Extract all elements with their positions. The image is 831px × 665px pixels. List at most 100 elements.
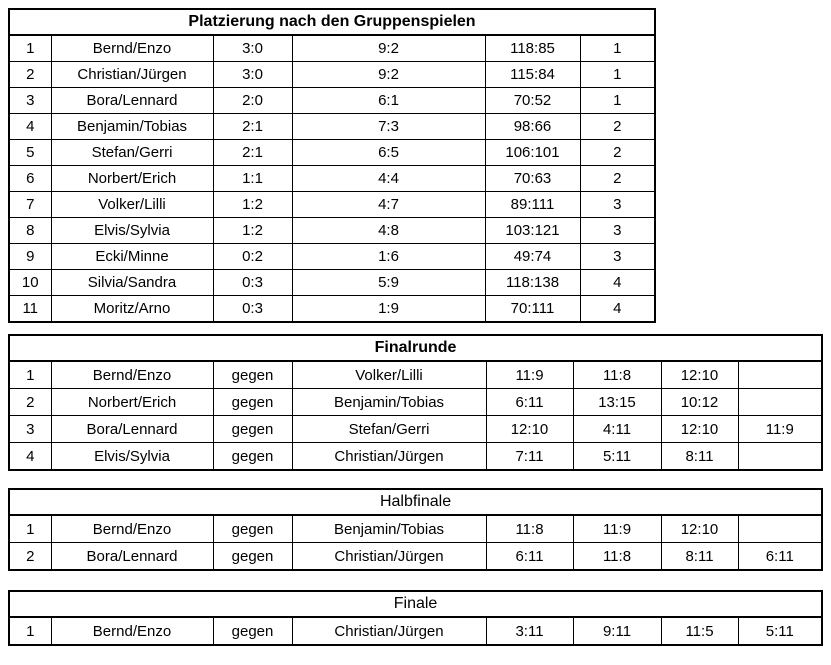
cell-set3: 8:11 — [660, 442, 739, 471]
table-row: 2 Bora/Lennard gegen Christian/Jürgen 6:11 11… — [8, 542, 823, 571]
cell-set-record: 6:1 — [291, 87, 486, 114]
table-row: 9 Ecki/Minne 0:2 1:6 49:74 3 — [8, 243, 656, 270]
cell-points: 49:74 — [484, 243, 581, 270]
cell-versus: gegen — [212, 514, 293, 543]
cell-team2: Christian/Jürgen — [291, 442, 487, 471]
cell-versus: gegen — [212, 442, 293, 471]
table-row: 1 Bernd/Enzo gegen Benjamin/Tobias 11:8 11:9 1… — [8, 514, 823, 543]
cell-team2: Benjamin/Tobias — [291, 514, 487, 543]
cell-team1: Bernd/Enzo — [50, 360, 214, 389]
cell-set1: 7:11 — [485, 442, 574, 471]
cell-match-record: 0:3 — [212, 269, 293, 296]
cell-rank: 3 — [8, 415, 52, 443]
cell-points: 98:66 — [484, 113, 581, 140]
cell-set3: 8:11 — [660, 542, 739, 571]
cell-points: 118:85 — [484, 34, 581, 62]
cell-set3: 12:10 — [660, 360, 739, 389]
cell-rank: 6 — [8, 165, 52, 192]
cell-set4: 6:11 — [737, 542, 823, 571]
cell-team: Ecki/Minne — [50, 243, 214, 270]
table-row: 8 Elvis/Sylvia 1:2 4:8 103:121 3 — [8, 217, 656, 244]
cell-set3: 12:10 — [660, 514, 739, 543]
cell-set1: 12:10 — [485, 415, 574, 443]
cell-team: Christian/Jürgen — [50, 61, 214, 88]
cell-rank: 11 — [8, 295, 52, 323]
cell-set2: 11:8 — [572, 360, 662, 389]
cell-team2: Stefan/Gerri — [291, 415, 487, 443]
cell-rank: 8 — [8, 217, 52, 244]
cell-team: Moritz/Arno — [50, 295, 214, 323]
cell-set1: 3:11 — [485, 616, 574, 646]
cell-set1: 6:11 — [485, 388, 574, 416]
cell-team2: Volker/Lilli — [291, 360, 487, 389]
cell-rank: 5 — [8, 139, 52, 166]
cell-points: 115:84 — [484, 61, 581, 88]
cell-set4: 5:11 — [737, 616, 823, 646]
cell-rank: 4 — [8, 113, 52, 140]
cell-points: 89:111 — [484, 191, 581, 218]
halbfinale-title: Halbfinale — [8, 488, 823, 516]
cell-set-record: 7:3 — [291, 113, 486, 140]
cell-points: 70:52 — [484, 87, 581, 114]
table-halbfinale: Halbfinale 1 Bernd/Enzo gegen Benjamin/Tobia… — [8, 488, 824, 571]
cell-set-record: 4:8 — [291, 217, 486, 244]
table-row: 3 Bora/Lennard gegen Stefan/Gerri 12:10 4:11 1… — [8, 415, 823, 443]
table-row: 5 Stefan/Gerri 2:1 6:5 106:101 2 — [8, 139, 656, 166]
cell-set2: 13:15 — [572, 388, 662, 416]
cell-team1: Bora/Lennard — [50, 542, 214, 571]
cell-group: 1 — [579, 87, 656, 114]
cell-set2: 9:11 — [572, 616, 662, 646]
table-row: 2 Christian/Jürgen 3:0 9:2 115:84 1 — [8, 61, 656, 88]
cell-versus: gegen — [212, 415, 293, 443]
cell-set-record: 9:2 — [291, 34, 486, 62]
cell-match-record: 1:2 — [212, 217, 293, 244]
cell-group: 4 — [579, 295, 656, 323]
cell-rank: 1 — [8, 360, 52, 389]
table-row: 1 Bernd/Enzo gegen Volker/Lilli 11:9 11:8 12:1… — [8, 360, 823, 389]
table-row: 3 Bora/Lennard 2:0 6:1 70:52 1 — [8, 87, 656, 114]
cell-set-record: 9:2 — [291, 61, 486, 88]
table-title-row: Finale — [8, 590, 823, 618]
cell-team: Norbert/Erich — [50, 165, 214, 192]
cell-team: Bora/Lennard — [50, 87, 214, 114]
cell-group: 2 — [579, 165, 656, 192]
cell-team: Stefan/Gerri — [50, 139, 214, 166]
cell-set-record: 6:5 — [291, 139, 486, 166]
table-row: 6 Norbert/Erich 1:1 4:4 70:63 2 — [8, 165, 656, 192]
table-row: 2 Norbert/Erich gegen Benjamin/Tobias 6:11 13… — [8, 388, 823, 416]
cell-group: 3 — [579, 191, 656, 218]
cell-match-record: 1:2 — [212, 191, 293, 218]
cell-match-record: 2:0 — [212, 87, 293, 114]
table-row: 1 Bernd/Enzo gegen Christian/Jürgen 3:11 9:11… — [8, 616, 823, 646]
cell-set1: 11:9 — [485, 360, 574, 389]
table-row: 4 Benjamin/Tobias 2:1 7:3 98:66 2 — [8, 113, 656, 140]
cell-set-record: 1:6 — [291, 243, 486, 270]
cell-rank: 2 — [8, 61, 52, 88]
cell-rank: 7 — [8, 191, 52, 218]
cell-team: Silvia/Sandra — [50, 269, 214, 296]
table-finalrunde: Finalrunde 1 Bernd/Enzo gegen Volker/Lilli 11… — [8, 334, 824, 471]
cell-rank: 1 — [8, 514, 52, 543]
cell-points: 106:101 — [484, 139, 581, 166]
finalrunde-title: Finalrunde — [8, 334, 823, 362]
table-row: 11 Moritz/Arno 0:3 1:9 70:111 4 — [8, 295, 656, 323]
cell-set4 — [737, 388, 823, 416]
cell-set2: 4:11 — [572, 415, 662, 443]
cell-group: 4 — [579, 269, 656, 296]
cell-team1: Norbert/Erich — [50, 388, 214, 416]
cell-group: 3 — [579, 243, 656, 270]
cell-team1: Elvis/Sylvia — [50, 442, 214, 471]
cell-set4 — [737, 360, 823, 389]
cell-group: 2 — [579, 139, 656, 166]
finale-title: Finale — [8, 590, 823, 618]
cell-group: 2 — [579, 113, 656, 140]
cell-team2: Benjamin/Tobias — [291, 388, 487, 416]
cell-team1: Bernd/Enzo — [50, 514, 214, 543]
cell-rank: 10 — [8, 269, 52, 296]
cell-match-record: 0:3 — [212, 295, 293, 323]
cell-rank: 3 — [8, 87, 52, 114]
cell-group: 1 — [579, 61, 656, 88]
cell-set2: 11:8 — [572, 542, 662, 571]
cell-points: 70:63 — [484, 165, 581, 192]
